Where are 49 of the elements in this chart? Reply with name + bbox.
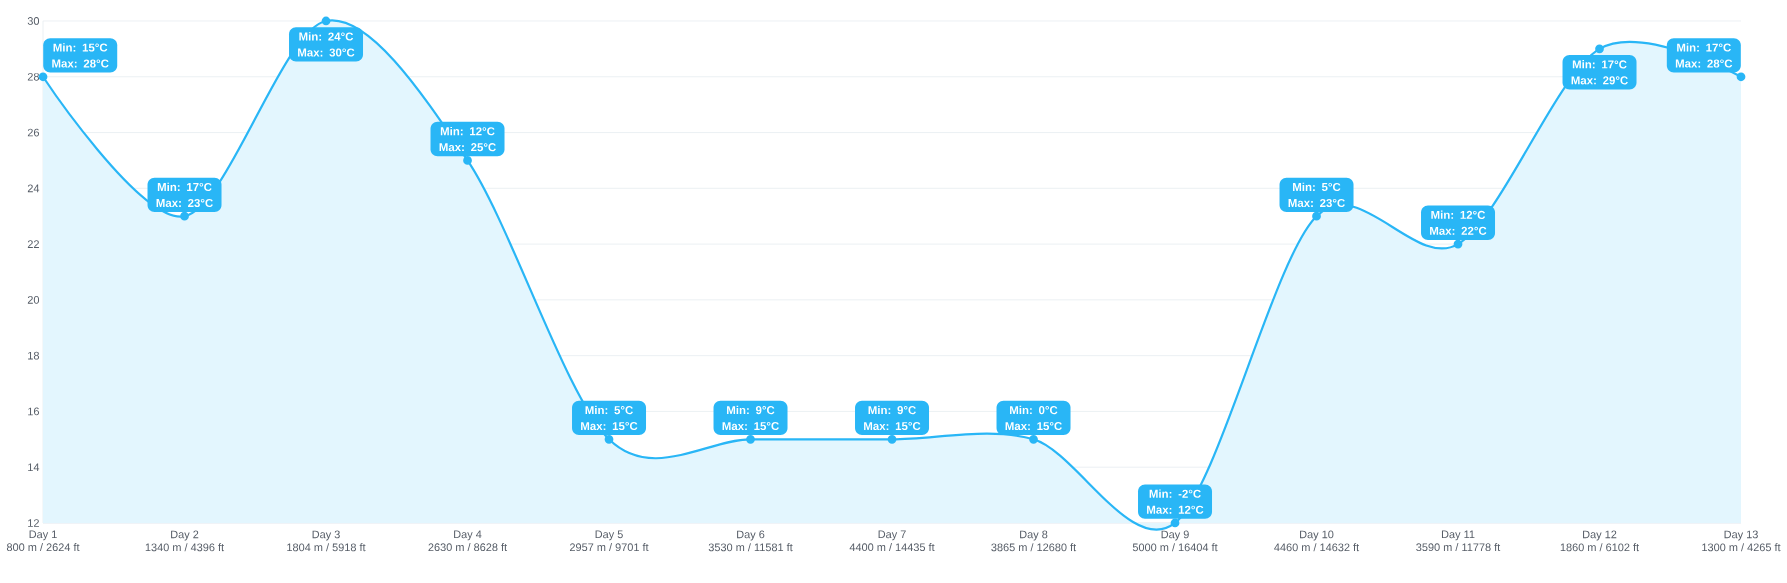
x-tick-label: Day 12 1860 m / 6102 ft (1560, 530, 1640, 552)
y-tick-label: 16 (28, 407, 40, 416)
x-tick-label: Day 10 4460 m / 14632 ft (1274, 530, 1360, 552)
annotation: Min: 17°C Max: 29°C (1571, 60, 1628, 85)
y-tick-label: 12 (28, 519, 39, 527)
annotation: Min: 9°C Max: 15°C (864, 405, 921, 431)
y-tick-label: 28 (27, 72, 40, 81)
y-tick-label: 26 (27, 128, 40, 137)
y-tick-label: 14 (28, 463, 40, 471)
x-tick-label: Day 5 2957 m / 9701 ft (569, 530, 649, 552)
point (38, 72, 48, 82)
x-tick-label: Day 11 3590 m / 11778 ft (1416, 530, 1501, 552)
annotation: Min: -2°C Max: 12°C (1147, 489, 1204, 514)
annotation: Min: 12°C Max: 25°C (439, 126, 496, 152)
y-tick-label: 22 (27, 240, 39, 248)
y-tick-label: 18 (28, 351, 40, 360)
annotation: Min: 0°C Max: 15°C (1005, 405, 1062, 431)
point (1170, 518, 1180, 528)
point (1736, 72, 1746, 82)
x-tick-label: Day 13 1300 m / 4265 ft (1702, 530, 1781, 552)
x-tick-label: Day 1 800 m / 2624 ft (6, 530, 80, 552)
x-tick-label: Day 7 4400 m / 14435 ft (849, 530, 935, 552)
y-tick-label: 24 (27, 184, 40, 193)
point (1453, 239, 1463, 249)
annotation: Min: 5°C Max: 15°C (581, 405, 638, 431)
x-tick-label: Day 4 2630 m / 8628 ft (428, 530, 508, 552)
point (746, 434, 755, 444)
annotation: Min: 12°C Max: 22°C (1430, 210, 1487, 235)
annotation: Min: 17°C Max: 23°C (156, 182, 213, 207)
x-tick-label: Day 8 3865 m / 12680 ft (991, 530, 1077, 552)
point (180, 211, 189, 221)
x-tick-label: Day 9 5000 m / 16404 ft (1132, 530, 1218, 552)
point (604, 434, 614, 444)
x-tick-label: Day 2 1340 m / 4396 ft (145, 530, 225, 552)
y-tick-label: 30 (27, 17, 40, 25)
y-tick-label: 20 (27, 296, 40, 304)
annotation: Min: 24°C Max: 30°C (298, 32, 355, 57)
point (463, 156, 472, 165)
point (1595, 44, 1604, 54)
annotation: Min: 9°C Max: 15°C (722, 405, 779, 431)
annotation: Min: 17°C Max: 28°C (1675, 43, 1733, 68)
annotation: Min: 15°C Max: 28°C (52, 43, 109, 68)
point (887, 434, 897, 444)
x-tick-label: Day 6 3530 m / 11581 ft (708, 530, 793, 552)
x-tick-label: Day 3 1804 m / 5918 ft (287, 530, 366, 552)
point (1312, 211, 1321, 221)
point (1029, 434, 1038, 444)
point (321, 16, 331, 26)
annotation: Min: 5°C Max: 23°C (1288, 182, 1345, 207)
